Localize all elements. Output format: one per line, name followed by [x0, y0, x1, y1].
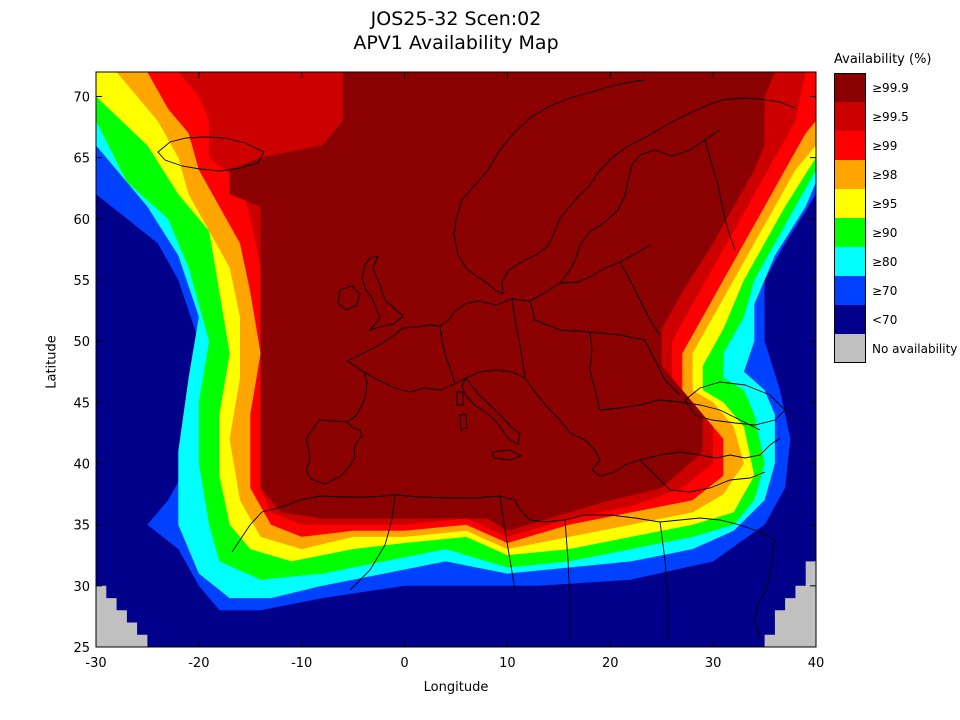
legend-swatch — [834, 73, 866, 102]
chart-title-line2: APV1 Availability Map — [353, 32, 559, 54]
y-tick-label: 55 — [73, 274, 90, 289]
legend-swatch — [834, 305, 866, 334]
x-tick-label: 30 — [705, 656, 722, 671]
x-tick-label: -20 — [188, 656, 209, 671]
legend-entry: ≥99.9 — [834, 73, 957, 102]
x-tick-label: 0 — [400, 656, 408, 671]
y-tick-label: 25 — [73, 641, 90, 656]
legend-label: ≥90 — [872, 225, 898, 240]
x-axis-label: Longitude — [423, 680, 489, 695]
legend-swatch — [834, 160, 866, 189]
legend-entries: ≥99.9 ≥99.5 ≥99 ≥98 ≥95 ≥90 ≥80 ≥70 <70 No availa… — [834, 73, 957, 363]
legend-label: ≥80 — [872, 254, 898, 269]
legend-swatch — [834, 102, 866, 131]
legend-entry: ≥99 — [834, 131, 957, 160]
y-tick-label: 70 — [73, 90, 90, 105]
legend-entry: ≥99.5 — [834, 102, 957, 131]
y-tick-label: 40 — [73, 457, 90, 472]
plot-axes: -30 -20 -10 0 10 20 30 40 25 30 35 40 45 50 55 60 65 70 — [73, 71, 825, 671]
coastline-borders — [157, 79, 796, 641]
y-tick-label: 35 — [73, 519, 90, 534]
legend-title: Availability (%) — [834, 52, 932, 67]
availability-region-9 — [96, 585, 148, 647]
y-tick-label: 45 — [73, 396, 90, 411]
legend-label: ≥99 — [872, 138, 898, 153]
legend-swatch — [834, 276, 866, 305]
chart-title-line1: JOS25-32 Scen:02 — [370, 8, 542, 30]
legend-entry: ≥98 — [834, 160, 957, 189]
y-tick-label: 65 — [73, 152, 90, 167]
y-tick-label: 30 — [73, 580, 90, 595]
legend-label: ≥99.5 — [872, 109, 909, 124]
x-tick-label: -10 — [291, 656, 312, 671]
legend-entry: <70 — [834, 305, 957, 334]
legend-entry: ≥80 — [834, 247, 957, 276]
y-tick-label: 60 — [73, 213, 90, 228]
legend-label: ≥99.9 — [872, 80, 909, 95]
legend-entry: ≥90 — [834, 218, 957, 247]
legend-entry: No availability — [834, 334, 957, 363]
x-tick-label: 20 — [602, 656, 619, 671]
legend-label: <70 — [872, 312, 898, 327]
legend-label: No availability — [872, 341, 958, 356]
availability-regions — [96, 72, 816, 647]
legend-swatch — [834, 131, 866, 160]
legend-entry: ≥95 — [834, 189, 957, 218]
availability-region-8 — [229, 72, 775, 531]
plot-frame — [95, 71, 817, 648]
legend-swatch — [834, 334, 866, 363]
x-tick-label: -30 — [85, 656, 106, 671]
legend-label: ≥98 — [872, 167, 898, 182]
legend-swatch — [834, 247, 866, 276]
legend-entry: ≥70 — [834, 276, 957, 305]
legend-swatch — [834, 189, 866, 218]
legend-swatch — [834, 218, 866, 247]
y-tick-label: 50 — [73, 335, 90, 350]
x-tick-label: 10 — [499, 656, 516, 671]
legend-label: ≥95 — [872, 196, 898, 211]
x-tick-label: 40 — [808, 656, 825, 671]
legend: Availability (%) ≥99.9 ≥99.5 ≥99 ≥98 ≥95 ≥90 ≥… — [834, 52, 957, 363]
legend-label: ≥70 — [872, 283, 898, 298]
availability-region-10 — [764, 561, 816, 647]
y-axis-label: Latitude — [44, 335, 60, 389]
